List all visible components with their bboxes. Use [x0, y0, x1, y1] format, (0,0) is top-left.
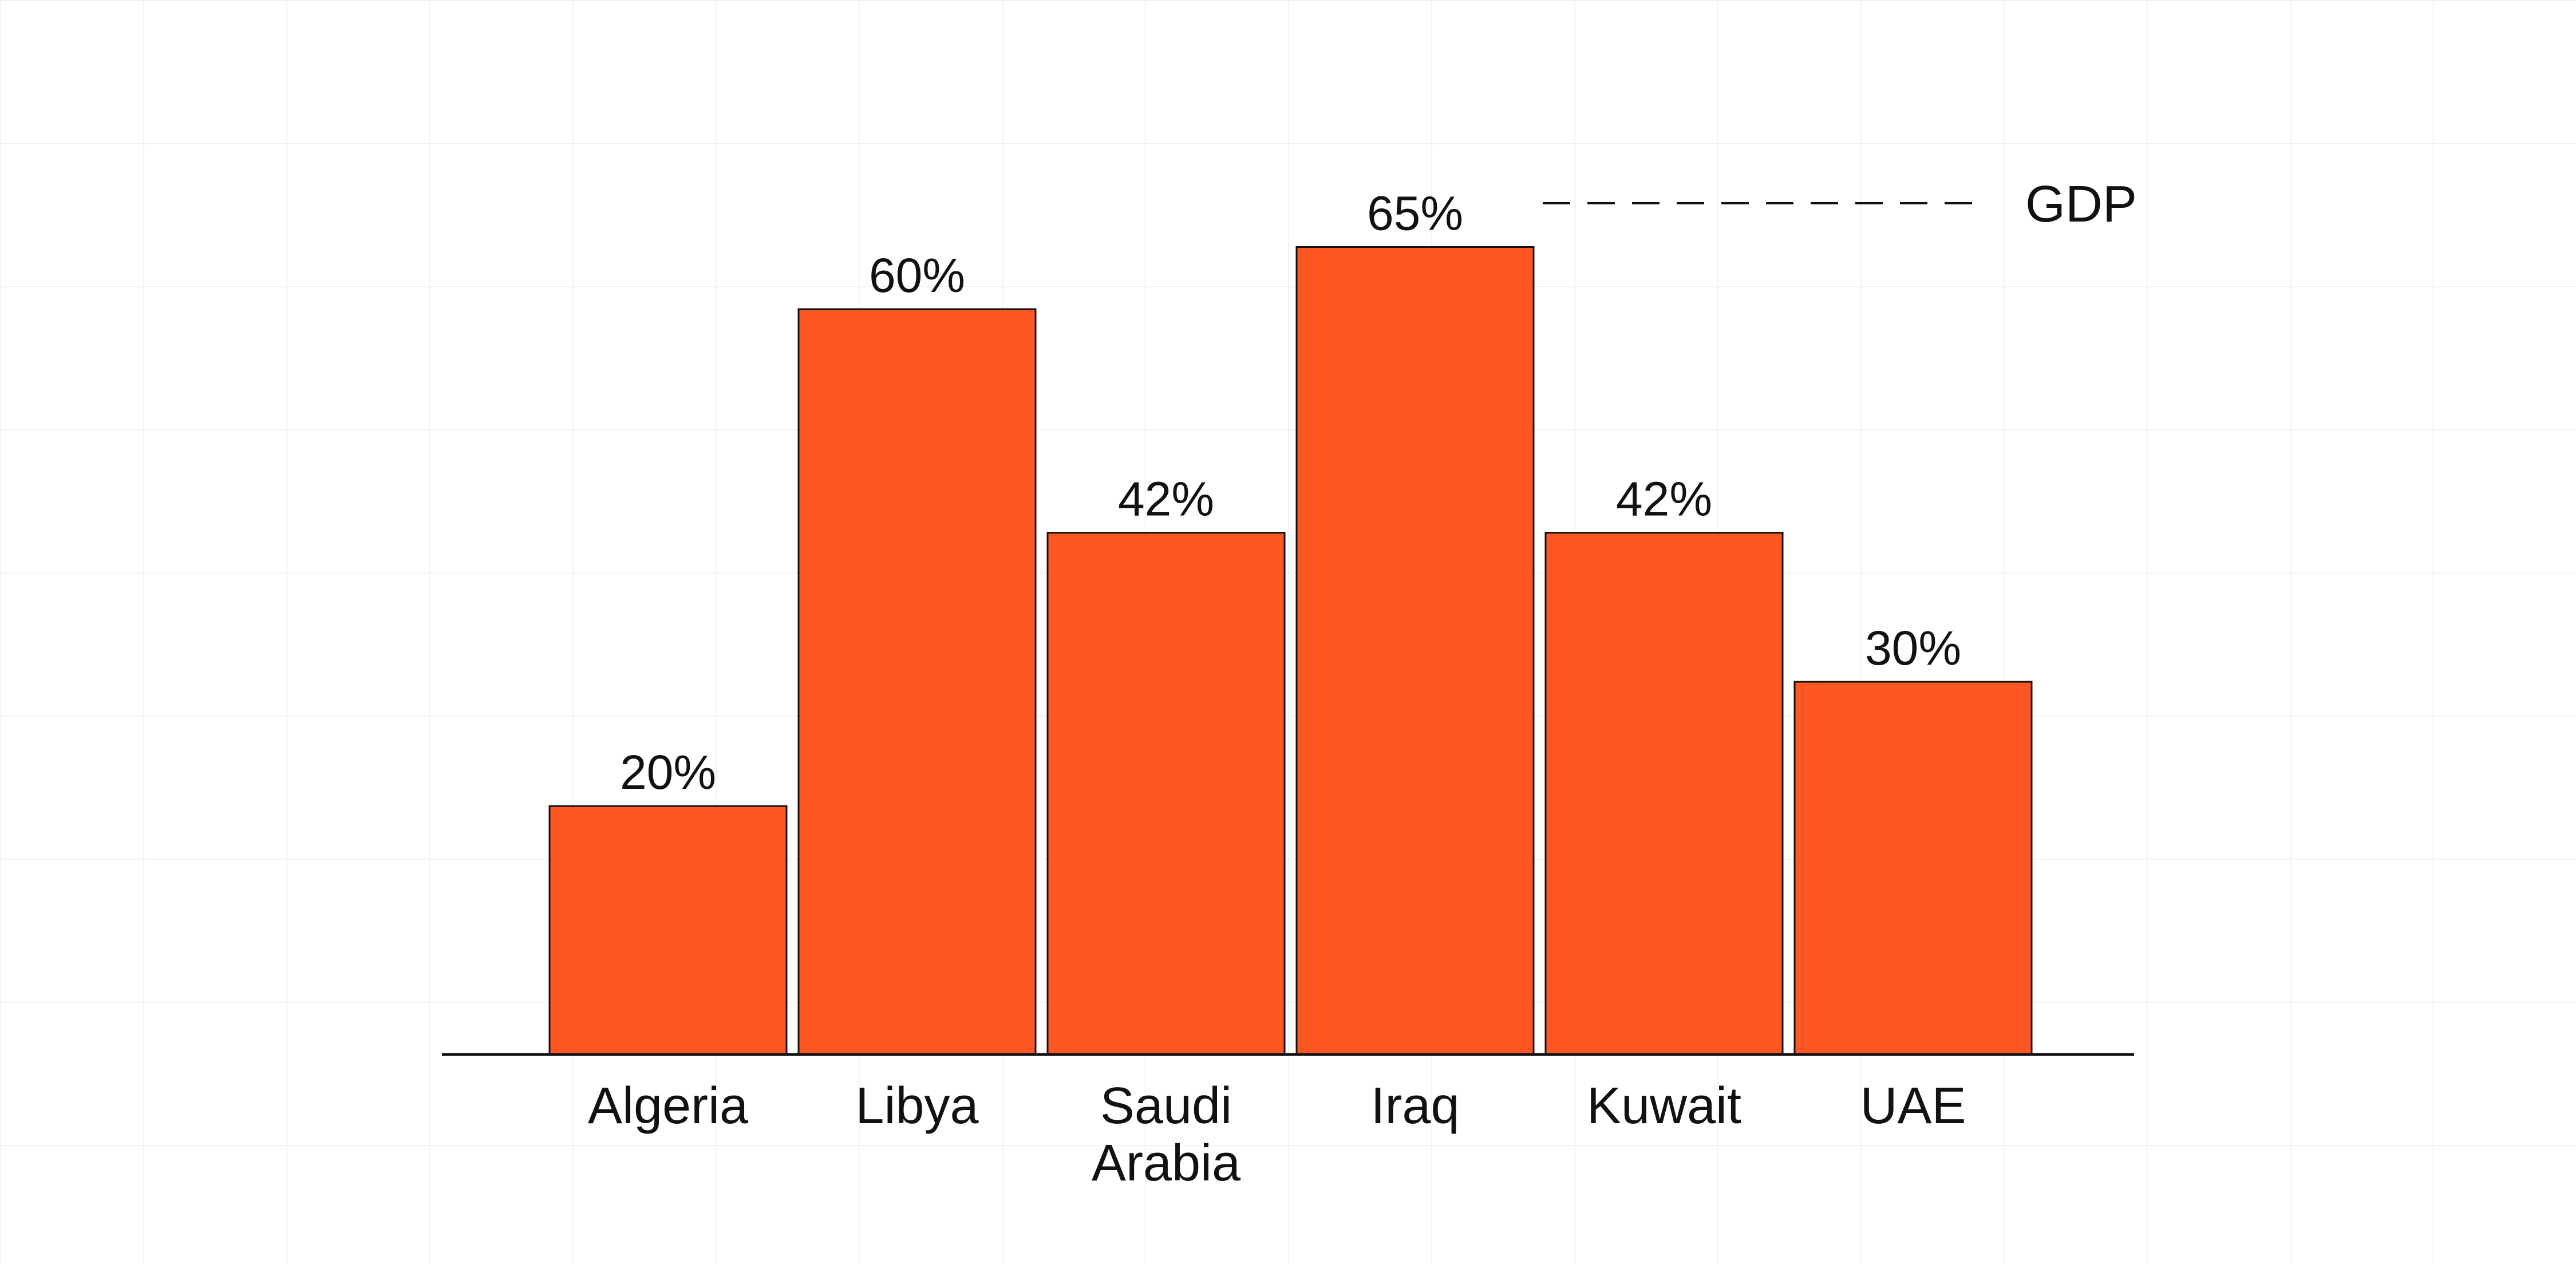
bar-saudi-arabia — [1046, 532, 1286, 1056]
bars-layer — [548, 246, 2033, 1056]
reference-line-label: GDP — [2025, 176, 2137, 233]
data-label-saudi-arabia: 42% — [1118, 472, 1214, 526]
category-label-kuwait: Kuwait — [1587, 1077, 1741, 1135]
data-label-libya: 60% — [869, 248, 965, 302]
category-label-iraq: Iraq — [1370, 1077, 1459, 1135]
bar-uae — [1793, 681, 2033, 1056]
data-label-algeria: 20% — [620, 745, 716, 799]
category-label-libya: Libya — [855, 1077, 979, 1135]
category-label-algeria: Algeria — [588, 1077, 749, 1135]
bar-kuwait — [1544, 532, 1784, 1056]
category-label-saudi-arabia: Saudi Arabia — [1092, 1077, 1241, 1192]
data-labels-layer: 20% 60% 42% 65% 42% 30% — [620, 187, 1961, 800]
data-label-uae: 30% — [1865, 621, 1961, 675]
bar-iraq — [1295, 246, 1535, 1056]
category-label-uae: UAE — [1860, 1077, 1966, 1135]
data-label-iraq: 65% — [1367, 187, 1463, 240]
data-label-kuwait: 42% — [1616, 472, 1712, 526]
category-labels-layer: Algeria Libya Saudi Arabia Iraq Kuwait UAE — [588, 1077, 1966, 1192]
bar-libya — [797, 308, 1037, 1056]
bar-algeria — [548, 805, 788, 1056]
